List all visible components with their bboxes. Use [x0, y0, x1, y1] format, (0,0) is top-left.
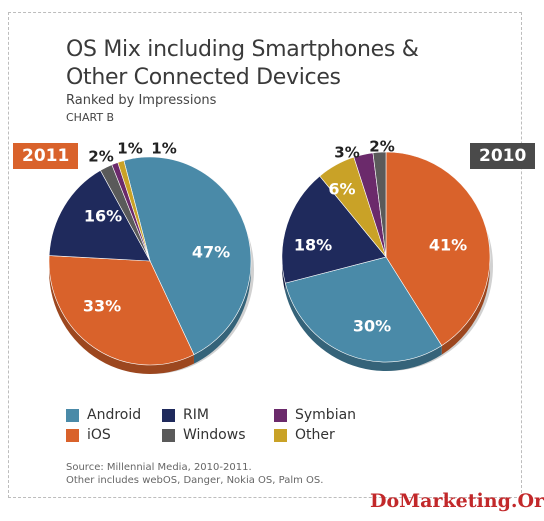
legend-item-other: Other: [274, 427, 374, 443]
source-note: Source: Millennial Media, 2010-2011. Oth…: [66, 461, 323, 487]
slice-label-2010-rim: 18%: [294, 236, 332, 255]
legend-item-windows: Windows: [162, 427, 274, 443]
slice-label-2011-android: 47%: [192, 243, 230, 262]
slice-label-2011-rim: 16%: [84, 207, 122, 226]
legend-swatch-symbian: [274, 408, 287, 422]
slice-label-2010-symbian: 3%: [334, 144, 359, 162]
slice-label-2011-symbian: 1%: [117, 140, 142, 158]
legend-item-android: Android: [66, 407, 162, 423]
legend-swatch-rim: [162, 408, 175, 422]
pie-slice-2010-windows: [372, 151, 387, 258]
slice-label-2010-ios: 41%: [429, 236, 467, 255]
legend: Android RIM Symbian iOS Windows Other: [66, 407, 386, 443]
legend-label-rim: RIM: [183, 407, 209, 423]
legend-swatch-windows: [162, 428, 175, 442]
legend-label-android: Android: [87, 407, 142, 423]
chart-label: CHART B: [66, 111, 115, 124]
slice-label-2011-other: 1%: [151, 140, 176, 158]
source-line-2: Other includes webOS, Danger, Nokia OS, …: [66, 475, 324, 486]
source-line-1: Source: Millennial Media, 2010-2011.: [66, 462, 252, 473]
pie-slice-2010-android: [284, 256, 443, 363]
year-tag-2011: 2011: [13, 143, 79, 169]
slice-label-2010-windows: 2%: [369, 138, 394, 156]
chart-subtitle: Ranked by Impressions: [66, 93, 217, 108]
pie-slice-2011-other: [117, 160, 151, 262]
slice-label-2011-windows: 2%: [88, 148, 113, 166]
legend-swatch-ios: [66, 428, 79, 442]
slice-label-2011-ios: 33%: [83, 297, 121, 316]
pie-slice-2010-rim: [281, 175, 387, 284]
legend-item-ios: iOS: [66, 427, 162, 443]
pie-slice-edge-2010-android: [285, 283, 442, 371]
legend-label-other: Other: [295, 427, 335, 443]
brand-watermark: DoMarketing.Org: [370, 490, 544, 512]
pie-slice-2010-ios: [385, 151, 491, 347]
legend-label-windows: Windows: [183, 427, 246, 443]
pie-slice-2011-ios: [48, 255, 195, 366]
chart-title: OS Mix including Smartphones & Other Con…: [66, 37, 419, 90]
legend-swatch-android: [66, 408, 79, 422]
legend-label-ios: iOS: [87, 427, 111, 443]
legend-label-symbian: Symbian: [295, 407, 357, 423]
slice-label-2010-android: 30%: [353, 317, 391, 336]
year-tag-2010: 2010: [470, 143, 536, 169]
pie-slice-2011-android: [123, 156, 252, 356]
legend-item-symbian: Symbian: [274, 407, 374, 423]
slice-label-2010-other: 6%: [328, 180, 355, 199]
chart-frame: [8, 12, 522, 498]
legend-item-rim: RIM: [162, 407, 274, 423]
pie-slice-edge-2011-ios: [48, 255, 194, 375]
pie-slice-2011-rim: [48, 169, 151, 262]
legend-swatch-other: [274, 428, 287, 442]
